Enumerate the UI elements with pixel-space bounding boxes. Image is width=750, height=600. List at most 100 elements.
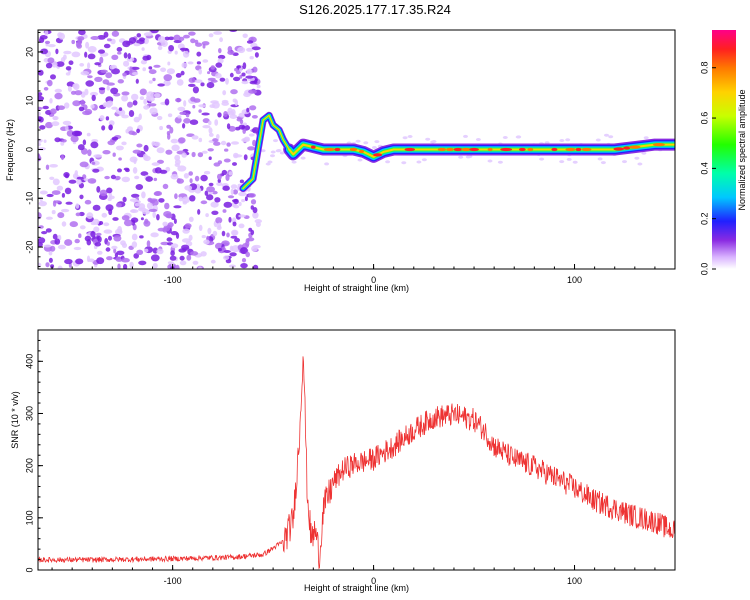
- noise-blob: [129, 66, 133, 73]
- noise-blob: [108, 192, 112, 198]
- noise-blob: [103, 229, 113, 234]
- noise-blob: [237, 46, 246, 54]
- noise-blob: [189, 195, 196, 202]
- noise-blob: [117, 79, 125, 84]
- noise-blob: [363, 141, 369, 145]
- noise-blob: [222, 209, 227, 213]
- noise-blob: [164, 202, 170, 210]
- noise-blob: [105, 116, 110, 121]
- noise-blob: [421, 158, 427, 162]
- noise-blob: [123, 52, 128, 59]
- noise-blob: [148, 80, 153, 84]
- noise-blob: [143, 98, 148, 105]
- noise-blob: [97, 35, 106, 40]
- noise-blob: [243, 136, 250, 142]
- noise-blob: [324, 162, 330, 166]
- noise-blob: [170, 231, 178, 236]
- noise-blob: [217, 222, 222, 229]
- noise-blob: [246, 107, 250, 113]
- noise-blob: [167, 133, 171, 140]
- noise-blob: [150, 232, 159, 238]
- noise-blob: [121, 176, 130, 183]
- noise-blob: [91, 161, 96, 165]
- noise-blob: [175, 264, 180, 269]
- noise-blob: [38, 111, 41, 116]
- noise-blob: [75, 203, 80, 209]
- noise-blob: [130, 217, 139, 223]
- noise-blob: [53, 200, 62, 204]
- noise-blob: [236, 65, 242, 69]
- noise-blob: [242, 33, 248, 39]
- noise-blob: [226, 232, 230, 238]
- noise-blob: [182, 228, 190, 234]
- noise-blob: [401, 161, 407, 165]
- noise-blob: [227, 195, 235, 199]
- noise-blob: [57, 265, 63, 269]
- noise-blob: [117, 226, 122, 233]
- noise-blob: [458, 155, 464, 159]
- noise-blob: [416, 160, 422, 164]
- ridge-hotspot: [527, 147, 534, 152]
- noise-blob: [385, 160, 391, 164]
- noise-blob: [152, 77, 156, 82]
- noise-blob: [111, 30, 120, 37]
- noise-blob: [117, 168, 122, 173]
- noise-blob: [142, 153, 148, 161]
- noise-blob: [201, 150, 208, 154]
- noise-blob: [45, 262, 50, 268]
- noise-blob: [185, 113, 190, 118]
- noise-blob: [144, 218, 149, 224]
- ridge-hotspot: [349, 147, 358, 152]
- noise-blob: [203, 239, 210, 245]
- noise-blob: [169, 126, 174, 134]
- noise-blob: [121, 242, 128, 248]
- noise-blob: [202, 43, 206, 49]
- noise-blob: [215, 73, 222, 79]
- noise-blob: [216, 182, 223, 186]
- noise-blob: [143, 144, 149, 152]
- ridge-hotspot: [358, 149, 365, 154]
- noise-blob: [243, 154, 248, 161]
- noise-blob: [251, 46, 261, 51]
- noise-blob: [45, 121, 53, 129]
- y-tick-label: 0: [24, 567, 34, 572]
- noise-blob: [222, 185, 230, 191]
- noise-blob: [245, 75, 254, 79]
- noise-blob: [200, 82, 205, 87]
- noise-blob: [250, 199, 257, 205]
- noise-blob: [174, 50, 178, 55]
- noise-blob: [175, 98, 182, 103]
- noise-blob: [158, 198, 165, 203]
- noise-blob: [217, 160, 223, 165]
- noise-blob: [165, 166, 171, 172]
- noise-blob: [122, 72, 127, 77]
- noise-blob: [208, 182, 214, 187]
- noise-blob: [176, 79, 184, 86]
- noise-blob: [179, 260, 187, 266]
- noise-blob: [150, 254, 160, 262]
- noise-blob: [475, 138, 481, 141]
- noise-blob: [99, 56, 104, 64]
- noise-blob: [142, 55, 150, 61]
- ridge-hotspot: [373, 153, 383, 157]
- ridge-hotspot: [446, 147, 454, 152]
- noise-blob: [136, 143, 143, 148]
- noise-blob: [215, 242, 223, 250]
- noise-blob: [44, 40, 51, 45]
- noise-blob: [136, 249, 144, 255]
- noise-blob: [166, 68, 175, 75]
- noise-blob: [136, 33, 142, 38]
- noise-blob: [96, 257, 105, 265]
- noise-blob: [106, 187, 113, 194]
- noise-blob: [182, 50, 190, 58]
- noise-blob: [183, 34, 190, 39]
- ridge-hotspot: [487, 147, 493, 152]
- noise-blob: [105, 204, 114, 212]
- ridge-hotspot: [500, 147, 513, 152]
- noise-blob: [92, 204, 101, 211]
- noise-blob: [182, 200, 187, 205]
- noise-blob: [229, 252, 237, 257]
- noise-blob: [207, 71, 211, 75]
- noise-blob: [50, 264, 55, 269]
- noise-blob: [212, 230, 218, 237]
